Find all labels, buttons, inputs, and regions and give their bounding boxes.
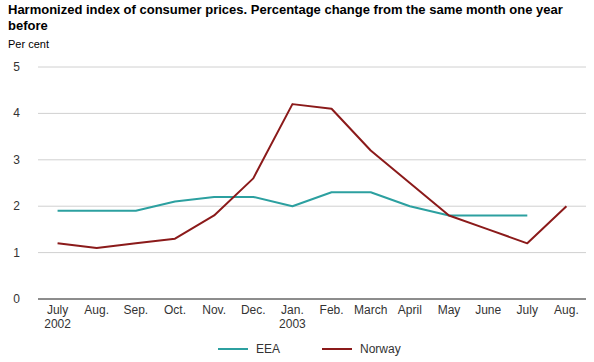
x-tick-label-line: July — [517, 303, 538, 317]
x-tick-label: Jan.2003 — [279, 303, 306, 331]
y-tick-label: 5 — [13, 60, 20, 74]
x-tick-label-line: 2003 — [279, 317, 306, 331]
x-tick-label: April — [398, 303, 422, 317]
series-line — [58, 192, 528, 215]
x-tick-label-line: 2002 — [44, 317, 71, 331]
x-tick-label: Dec. — [241, 303, 266, 317]
x-tick-label: July — [517, 303, 538, 317]
x-tick-label: March — [354, 303, 387, 317]
x-axis — [38, 299, 586, 300]
legend-label: EEA — [256, 342, 280, 356]
y-tick-label: 2 — [13, 199, 20, 213]
y-tick-label: 3 — [13, 153, 20, 167]
plot-area — [58, 104, 567, 248]
x-tick-label: Aug. — [554, 303, 579, 317]
x-tick-label: Feb. — [320, 303, 344, 317]
legend-label: Norway — [360, 342, 401, 356]
x-tick-label: Sep. — [124, 303, 149, 317]
x-tick-label-line: April — [398, 303, 422, 317]
x-tick-label-line: Dec. — [241, 303, 266, 317]
title: Harmonized index of consumer prices. Per… — [8, 2, 563, 33]
x-tick-label-line: Oct. — [164, 303, 186, 317]
y-axis — [38, 67, 39, 299]
x-tick-label-line: May — [438, 303, 461, 317]
x-tick-label-line: Feb. — [320, 303, 344, 317]
series-line — [58, 104, 567, 248]
x-tick-label: Nov. — [202, 303, 226, 317]
grid-line — [38, 113, 586, 114]
title-line: Harmonized index of consumer prices. Per… — [8, 2, 563, 17]
legend-swatch — [218, 348, 248, 350]
y-label: Per cent — [8, 38, 49, 50]
legend: EEA Norway — [218, 342, 401, 356]
x-tick-label: Oct. — [164, 303, 186, 317]
title-line: before — [8, 18, 48, 33]
x-tick-label: Aug. — [84, 303, 109, 317]
x-tick-label-line: Jan. — [281, 303, 304, 317]
x-tick-label-line: Aug. — [84, 303, 109, 317]
grid-line — [38, 67, 586, 68]
grid-line — [38, 252, 586, 253]
grid-line — [38, 159, 586, 160]
x-tick-label-line: Nov. — [202, 303, 226, 317]
grid-line — [38, 206, 586, 207]
x-tick-label-line: Aug. — [554, 303, 579, 317]
y-tick-label: 4 — [13, 106, 20, 120]
grid-line — [38, 299, 586, 300]
y-tick-label: 1 — [13, 246, 20, 260]
x-tick-label-line: March — [354, 303, 387, 317]
y-tick-label: 0 — [13, 292, 20, 306]
legend-swatch — [322, 348, 352, 350]
chart: Harmonized index of consumer prices. Per… — [0, 0, 594, 362]
x-tick-label: July2002 — [44, 303, 71, 331]
x-tick-label-line: July — [47, 303, 68, 317]
x-tick-label: June — [475, 303, 501, 317]
x-tick-label-line: June — [475, 303, 501, 317]
x-tick-label-line: Sep. — [124, 303, 149, 317]
x-tick-label: May — [438, 303, 461, 317]
